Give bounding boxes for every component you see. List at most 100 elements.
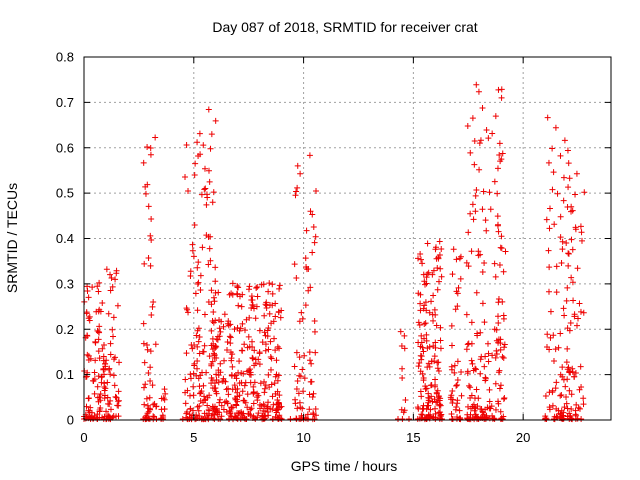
data-point bbox=[295, 390, 302, 397]
data-point bbox=[423, 274, 430, 281]
data-point bbox=[472, 192, 479, 199]
data-point bbox=[479, 300, 486, 307]
data-point bbox=[226, 333, 233, 340]
data-point bbox=[191, 360, 198, 367]
data-point bbox=[217, 328, 224, 335]
data-point bbox=[312, 406, 319, 413]
data-point bbox=[261, 312, 268, 319]
data-point bbox=[307, 284, 314, 291]
data-point bbox=[484, 340, 491, 347]
data-point bbox=[545, 288, 552, 295]
data-point bbox=[486, 386, 493, 393]
data-point bbox=[261, 329, 268, 336]
data-point bbox=[564, 147, 571, 154]
data-point bbox=[187, 406, 194, 413]
data-point bbox=[565, 262, 572, 269]
data-point bbox=[199, 244, 206, 251]
y-tick-label: 0.1 bbox=[56, 367, 74, 382]
data-point bbox=[401, 332, 408, 339]
data-point bbox=[84, 351, 91, 358]
data-point bbox=[261, 402, 268, 409]
data-point bbox=[550, 169, 557, 176]
data-point bbox=[495, 398, 502, 405]
data-point bbox=[141, 401, 148, 408]
data-point bbox=[111, 382, 118, 389]
data-point bbox=[496, 385, 503, 392]
data-point bbox=[267, 338, 274, 345]
data-point bbox=[273, 371, 280, 378]
data-point bbox=[560, 376, 567, 383]
data-point bbox=[259, 339, 266, 346]
data-point bbox=[473, 186, 480, 193]
data-point bbox=[148, 215, 155, 222]
data-point bbox=[451, 369, 458, 376]
data-point bbox=[151, 400, 158, 407]
data-point bbox=[97, 391, 104, 398]
data-point bbox=[194, 281, 201, 288]
data-point bbox=[546, 225, 553, 232]
data-point bbox=[566, 387, 573, 394]
data-point bbox=[265, 288, 272, 295]
data-point bbox=[256, 349, 263, 356]
data-point bbox=[115, 397, 122, 404]
data-point bbox=[251, 362, 258, 369]
data-point bbox=[468, 357, 475, 364]
data-point bbox=[114, 302, 121, 309]
data-point bbox=[266, 310, 273, 317]
data-point bbox=[425, 399, 432, 406]
data-point bbox=[203, 232, 210, 239]
data-point bbox=[477, 137, 484, 144]
plot-frame bbox=[83, 56, 612, 421]
data-point bbox=[485, 358, 492, 365]
data-point bbox=[497, 382, 504, 389]
data-point bbox=[249, 354, 256, 361]
data-point bbox=[198, 388, 205, 395]
data-point bbox=[494, 213, 501, 220]
data-point bbox=[267, 366, 274, 373]
data-point bbox=[107, 287, 114, 294]
data-point bbox=[566, 327, 573, 334]
data-point bbox=[194, 139, 201, 146]
data-point bbox=[261, 389, 268, 396]
data-point bbox=[141, 359, 148, 366]
data-point bbox=[436, 402, 443, 409]
data-point bbox=[299, 315, 306, 322]
data-point bbox=[210, 189, 217, 196]
data-point bbox=[450, 246, 457, 253]
data-point bbox=[417, 251, 424, 258]
data-point bbox=[472, 366, 479, 373]
data-point bbox=[265, 346, 272, 353]
data-point bbox=[196, 333, 203, 340]
data-point bbox=[469, 115, 476, 122]
data-point bbox=[306, 349, 313, 356]
data-point bbox=[479, 104, 486, 111]
data-point bbox=[436, 393, 443, 400]
data-point bbox=[498, 86, 505, 93]
data-point bbox=[144, 410, 151, 417]
data-point bbox=[311, 318, 318, 325]
data-point bbox=[481, 259, 488, 266]
data-point bbox=[210, 405, 217, 412]
data-point bbox=[189, 241, 196, 248]
data-point bbox=[399, 365, 406, 372]
data-point bbox=[498, 233, 505, 240]
data-point bbox=[206, 353, 213, 360]
data-point bbox=[246, 371, 253, 378]
data-point bbox=[256, 327, 263, 334]
data-point bbox=[477, 370, 484, 377]
data-point bbox=[211, 298, 218, 305]
data-point bbox=[99, 345, 106, 352]
data-point bbox=[497, 408, 504, 415]
data-point bbox=[437, 324, 444, 331]
data-point bbox=[278, 307, 285, 314]
y-tick-label: 0.4 bbox=[56, 231, 74, 246]
data-point bbox=[140, 320, 147, 327]
data-point bbox=[553, 413, 560, 420]
data-point bbox=[85, 395, 92, 402]
data-point bbox=[293, 415, 300, 422]
data-point bbox=[250, 400, 257, 407]
data-point bbox=[567, 320, 574, 327]
data-point bbox=[432, 339, 439, 346]
zero-data-point bbox=[491, 416, 498, 422]
data-point bbox=[416, 321, 423, 328]
